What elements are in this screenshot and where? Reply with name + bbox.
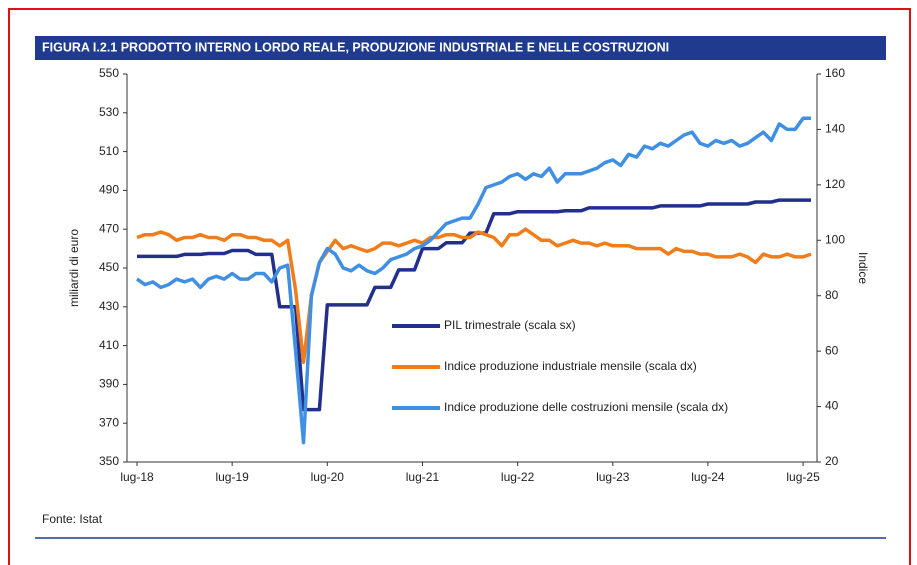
y2-tick-label: 60	[825, 343, 839, 357]
y2-tick-label: 160	[825, 66, 845, 80]
y2-tick-label: 140	[825, 122, 845, 136]
series-line	[136, 227, 812, 364]
y-tick-label: 410	[99, 338, 119, 352]
y2-tick-label: 40	[825, 399, 839, 413]
title-bar	[35, 36, 886, 60]
series-line	[137, 198, 811, 412]
source: Fonte: Istat	[42, 512, 103, 526]
legend-label: Indice produzione delle costruzioni mens…	[444, 400, 728, 414]
y-tick-label: 370	[99, 415, 119, 429]
x-tick-label: lug-18	[120, 470, 154, 484]
y-tick-label: 350	[99, 454, 119, 468]
y-tick-label: 530	[99, 105, 119, 119]
legend-label: PIL trimestrale (scala sx)	[444, 318, 576, 332]
y2-tick-label: 20	[825, 454, 839, 468]
x-tick-label: lug-21	[406, 470, 440, 484]
y-tick-label: 470	[99, 221, 119, 235]
y-tick-label: 510	[99, 144, 119, 158]
series-line	[136, 116, 811, 445]
y-axis-label: miliardi di euro	[67, 229, 81, 307]
y2-tick-label: 120	[825, 177, 845, 191]
y2-tick-label: 100	[825, 232, 845, 246]
x-tick-label: lug-25	[786, 470, 820, 484]
y2-axis-label: Indice	[856, 252, 870, 284]
x-tick-label: lug-19	[215, 470, 249, 484]
y-tick-label: 490	[99, 183, 119, 197]
y2-tick-label: 80	[825, 288, 839, 302]
x-tick-label: lug-24	[691, 470, 725, 484]
legend-label: Indice produzione industriale mensile (s…	[444, 359, 697, 373]
y-tick-label: 450	[99, 260, 119, 274]
x-tick-label: lug-20	[311, 470, 345, 484]
y-tick-label: 390	[99, 377, 119, 391]
x-tick-label: lug-22	[501, 470, 535, 484]
y-tick-label: 550	[99, 66, 119, 80]
y-tick-label: 430	[99, 299, 119, 313]
x-tick-label: lug-23	[596, 470, 630, 484]
frame	[8, 8, 911, 565]
chart-title: FIGURA I.2.1 PRODOTTO INTERNO LORDO REAL…	[42, 40, 669, 54]
